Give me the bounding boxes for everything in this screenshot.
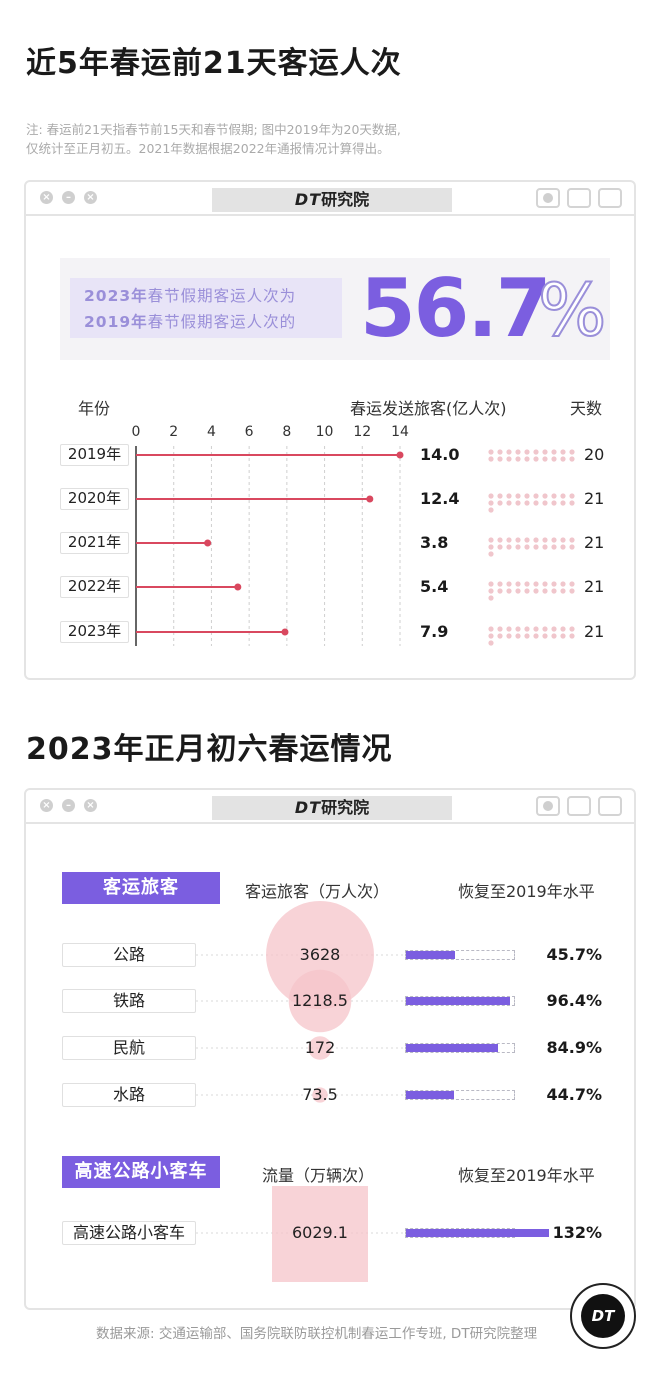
x-tick-label: 14 bbox=[391, 424, 409, 440]
recovery-bar-track bbox=[405, 950, 515, 960]
recovery-value-label: 44.7% bbox=[546, 1085, 602, 1104]
window-titlebar-2: × – × DT研究院 bbox=[26, 790, 634, 824]
days-value-label: 21 bbox=[584, 489, 605, 508]
close-icon: × bbox=[40, 799, 53, 812]
highway-label: 高速公路小客车 bbox=[62, 1221, 196, 1245]
header-days: 天数 bbox=[570, 399, 603, 418]
passenger-value-label: 3.8 bbox=[420, 533, 449, 552]
window-brand-title: DT研究院 bbox=[212, 188, 452, 212]
minimize-icon: – bbox=[62, 799, 75, 812]
bubble-value-label: 3628 bbox=[299, 945, 341, 964]
recovery-bar-track bbox=[405, 996, 515, 1006]
recovery-value-label: 96.4% bbox=[546, 991, 602, 1010]
banner-percent: % bbox=[537, 267, 607, 353]
recovery-bar-fill bbox=[406, 1229, 549, 1237]
days-value-label: 21 bbox=[584, 622, 605, 641]
recovery-bar-fill bbox=[406, 997, 511, 1005]
dt-logo-text: DT bbox=[581, 1294, 625, 1338]
bubble-value-label: 1218.5 bbox=[292, 991, 348, 1010]
close-icon: × bbox=[40, 191, 53, 204]
recovery-bar-fill bbox=[406, 1044, 498, 1052]
banner-line-2: 2019年春节假期客运人次的 bbox=[84, 313, 297, 331]
header-recovery-2: 恢复至2019年水平 bbox=[458, 1166, 595, 1185]
days-value-label: 21 bbox=[584, 577, 605, 596]
banner-label: 2023年春节假期客运人次为 2019年春节假期客运人次的 bbox=[70, 278, 342, 338]
x-tick-label: 6 bbox=[244, 424, 254, 440]
header-year: 年份 bbox=[78, 399, 111, 418]
passenger-value-label: 12.4 bbox=[420, 489, 460, 508]
days-value-label: 21 bbox=[584, 533, 605, 552]
year-label: 2021年 bbox=[60, 532, 129, 554]
brand-text: 研究院 bbox=[321, 190, 370, 209]
header-passengers: 春运发送旅客(亿人次) bbox=[350, 399, 507, 418]
brand-text: 研究院 bbox=[321, 798, 370, 817]
recovery-bar-track bbox=[405, 1043, 515, 1053]
transport-mode-label: 铁路 bbox=[62, 989, 196, 1013]
dt-logo-badge: DT bbox=[570, 1283, 636, 1349]
bubble-value-label: 73.5 bbox=[302, 1085, 338, 1104]
header-recovery: 恢复至2019年水平 bbox=[458, 882, 595, 901]
year-label: 2022年 bbox=[60, 576, 129, 598]
x-tick-label: 10 bbox=[315, 424, 334, 440]
page-title-2: 2023年正月初六春运情况 bbox=[26, 732, 393, 767]
bubble-value-label: 172 bbox=[304, 1038, 336, 1057]
days-value-label: 20 bbox=[584, 445, 605, 464]
record-icon bbox=[536, 188, 560, 208]
transport-mode-label: 民航 bbox=[62, 1036, 196, 1060]
banner-line-1: 2023年春节假期客运人次为 bbox=[84, 287, 297, 305]
copy-icon bbox=[598, 188, 622, 208]
copy-icon bbox=[598, 796, 622, 816]
transport-mode-label: 水路 bbox=[62, 1083, 196, 1107]
x-tick-label: 4 bbox=[206, 424, 216, 440]
year-label: 2023年 bbox=[60, 621, 129, 643]
recovery-bar-track bbox=[405, 1228, 549, 1238]
passenger-value-label: 5.4 bbox=[420, 577, 449, 596]
x-tick-label: 2 bbox=[169, 424, 179, 440]
minimize-icon: – bbox=[62, 191, 75, 204]
recovery-bar-fill bbox=[406, 1091, 455, 1099]
note-line-2: 仅统计至正月初五。2021年数据根据2022年通报情况计算得出。 bbox=[26, 141, 390, 156]
year-label: 2019年 bbox=[60, 444, 129, 466]
page-title: 近5年春运前21天客运人次 bbox=[26, 46, 402, 81]
share-icon bbox=[567, 188, 591, 208]
recovery-value-label: 84.9% bbox=[546, 1038, 602, 1057]
brand-dt: DT bbox=[294, 798, 322, 817]
x-tick-label: 12 bbox=[353, 424, 372, 440]
x-tick-label: 8 bbox=[282, 424, 292, 440]
data-source: 数据来源: 交通运输部、国务院联防联控机制春运工作专班, DT研究院整理 bbox=[96, 1326, 538, 1342]
transport-mode-label: 公路 bbox=[62, 943, 196, 967]
header-passenger-volume: 客运旅客（万人次） bbox=[245, 882, 390, 901]
passenger-value-label: 7.9 bbox=[420, 622, 449, 641]
recovery-bar-fill bbox=[406, 951, 456, 959]
window-titlebar: × – × DT研究院 bbox=[26, 182, 634, 216]
highlight-banner: 2023年春节假期客运人次为 2019年春节假期客运人次的 56.7 % bbox=[60, 258, 610, 360]
window-brand-title: DT研究院 bbox=[212, 796, 452, 820]
maximize-icon: × bbox=[84, 799, 97, 812]
brand-dt: DT bbox=[294, 190, 322, 209]
x-tick-label: 0 bbox=[131, 424, 141, 440]
passenger-value-label: 14.0 bbox=[420, 445, 460, 464]
share-icon bbox=[567, 796, 591, 816]
banner-number: 56.7 bbox=[360, 262, 551, 355]
note-line-1: 注: 春运前21天指春节前15天和春节假期; 图中2019年为20天数据, bbox=[26, 122, 401, 137]
chart-note: 注: 春运前21天指春节前15天和春节假期; 图中2019年为20天数据, 仅统… bbox=[26, 120, 446, 158]
tag-passengers: 客运旅客 bbox=[62, 872, 220, 904]
record-icon bbox=[536, 796, 560, 816]
recovery-bar-track bbox=[405, 1090, 515, 1100]
highway-value-label: 6029.1 bbox=[292, 1223, 348, 1242]
recovery-value-label: 45.7% bbox=[546, 945, 602, 964]
tag-highway-cars: 高速公路小客车 bbox=[62, 1156, 220, 1188]
header-traffic-flow: 流量（万辆次） bbox=[262, 1166, 375, 1185]
maximize-icon: × bbox=[84, 191, 97, 204]
recovery-value-label: 132% bbox=[552, 1223, 602, 1242]
year-label: 2020年 bbox=[60, 488, 129, 510]
